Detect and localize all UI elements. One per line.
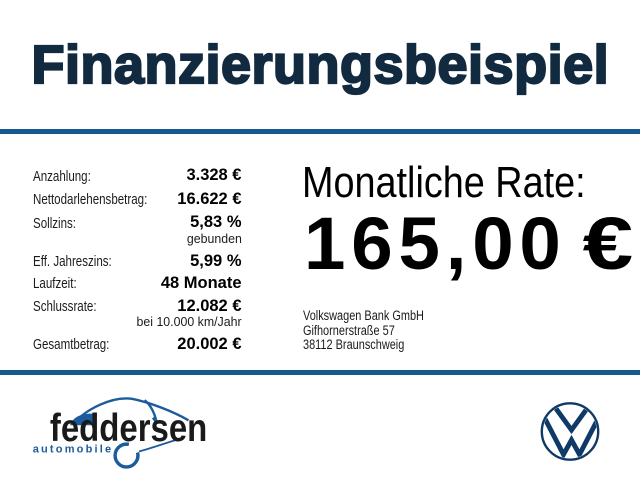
svg-text:feddersen: feddersen [50, 405, 207, 449]
svg-text:automobile: automobile [33, 444, 114, 456]
